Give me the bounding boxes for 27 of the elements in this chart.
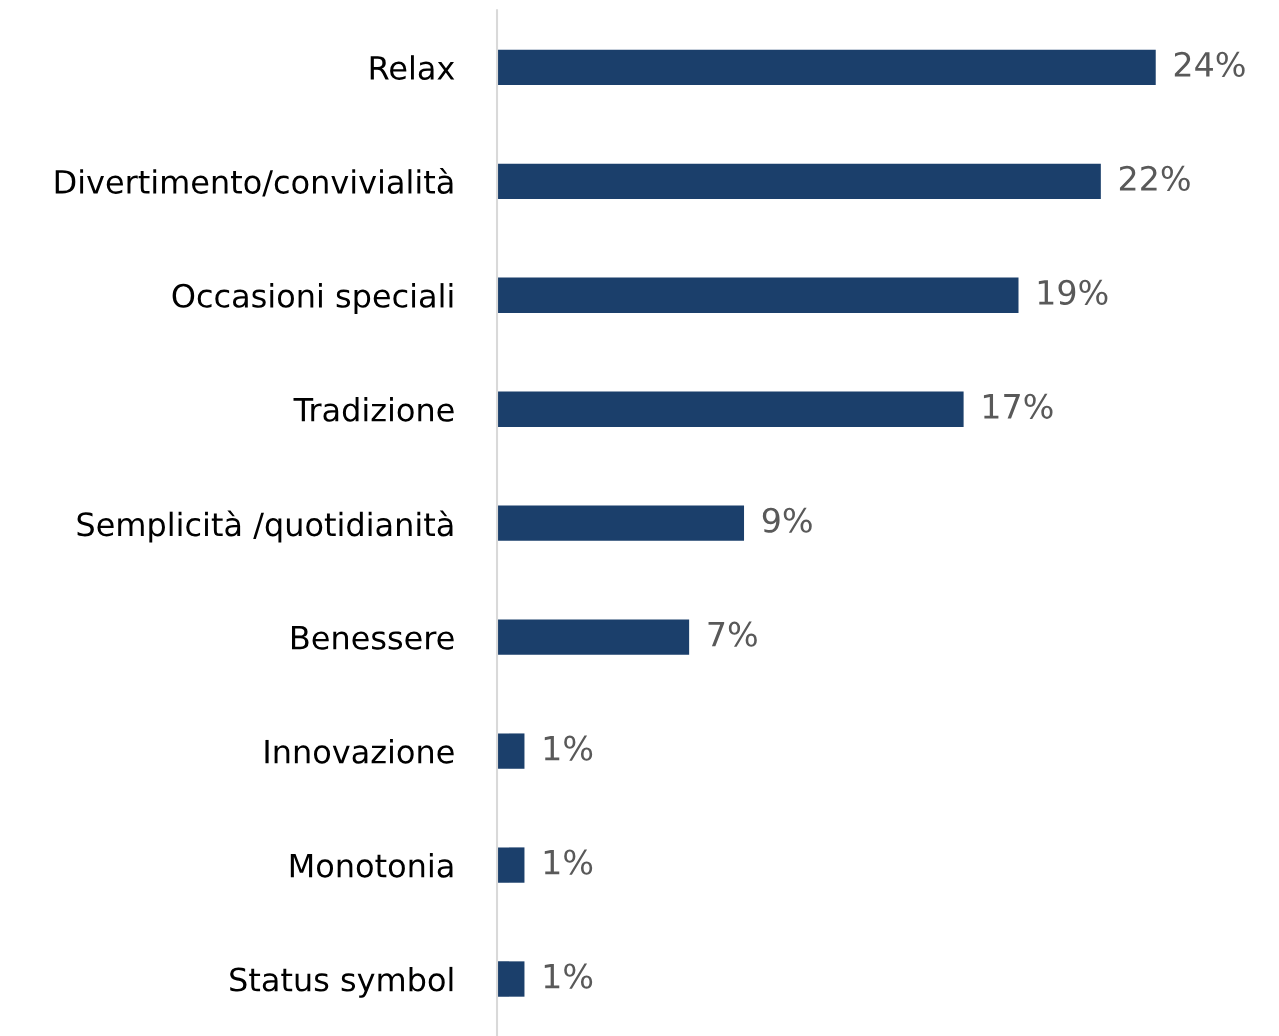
y-tick-label: Monotonia (290, 852, 453, 878)
y-tick-label: Divertimento/convivialità (55, 167, 453, 197)
data-label: 1% (544, 963, 593, 989)
bar (497, 277, 1019, 313)
y-tick-label: Innovazione (265, 738, 454, 764)
y-tick-label: Tradizione (293, 397, 454, 422)
data-label: 1% (544, 849, 593, 875)
data-label: 19% (1038, 279, 1108, 305)
data-label: 17% (983, 393, 1053, 419)
bar (497, 961, 525, 997)
y-tick-label: Occasioni speciali (172, 283, 453, 315)
bar (497, 391, 964, 427)
y-tick-label: Status symbol (230, 966, 453, 998)
bar (497, 619, 690, 655)
bar (497, 505, 745, 541)
data-label: 24% (1174, 51, 1245, 78)
bar (497, 163, 1101, 199)
y-tick-label: Benessere (292, 625, 454, 650)
bar (497, 733, 525, 769)
y-tick-label: Relax (370, 55, 455, 80)
bar (497, 847, 525, 883)
bar (497, 49, 1156, 85)
y-tick-label: Semplicità /quotidianità (77, 510, 453, 543)
data-label: 9% (762, 507, 812, 533)
data-label: 22% (1119, 165, 1190, 191)
data-label: 1% (544, 735, 593, 761)
data-label: 7% (708, 621, 757, 647)
